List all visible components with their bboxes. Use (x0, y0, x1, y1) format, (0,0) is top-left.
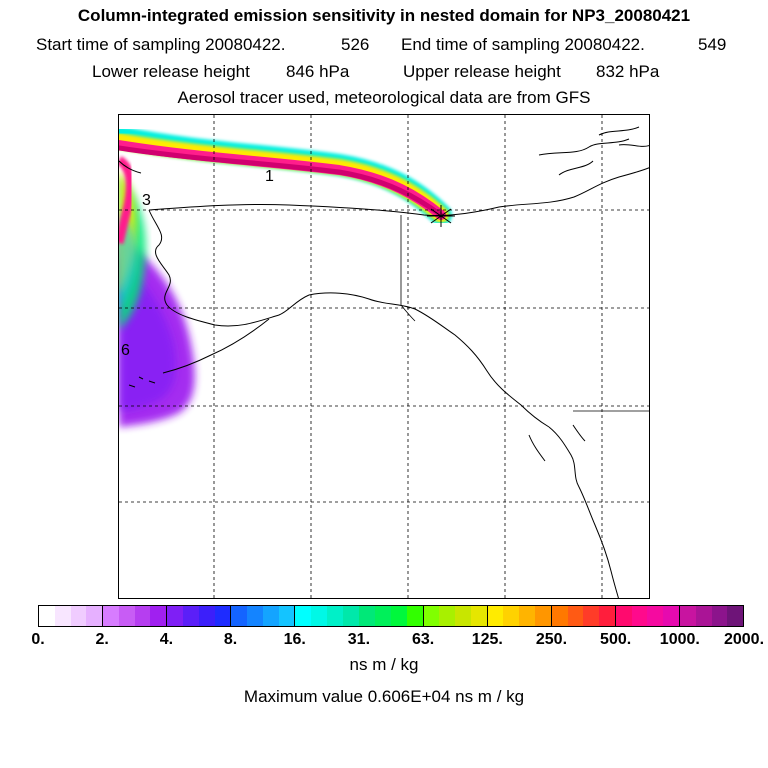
colorbar-cell (231, 606, 248, 626)
colorbar-cell (455, 606, 471, 626)
colorbar-cell (583, 606, 600, 626)
colorbar-tick-label: 2. (95, 631, 109, 648)
colorbar (38, 605, 744, 627)
maximum-value: Maximum value 0.606E+04 ns m / kg (0, 687, 768, 707)
lower-height-value: 846 hPa (286, 62, 350, 81)
colorbar-cell (262, 606, 279, 626)
colorbar-segment (551, 606, 616, 626)
colorbar-cell (551, 606, 568, 626)
colorbar-cell (150, 606, 167, 626)
colorbar-tick-label: 500. (600, 631, 632, 648)
colorbar-tick-label: 8. (223, 631, 238, 648)
colorbar-segment (359, 606, 424, 626)
colorbar-cell (631, 606, 648, 626)
colorbar-cell (311, 606, 327, 626)
colorbar-tick-label: 0. (31, 631, 45, 648)
colorbar-cell (295, 606, 312, 626)
upper-height-label: Upper release height (403, 62, 561, 81)
colorbar-cell (470, 606, 487, 626)
colorbar-segment (487, 606, 552, 626)
colorbar-segment (615, 606, 680, 626)
colorbar-segment (39, 606, 104, 626)
plume-band (119, 126, 452, 245)
end-time-value: 549 (698, 35, 727, 54)
colorbar-tick-label: 63. (411, 631, 435, 648)
plume-label-1: 1 (265, 168, 274, 185)
colorbar-cell (118, 606, 135, 626)
colorbar-cell (359, 606, 376, 626)
colorbar-cell (214, 606, 231, 626)
colorbar-tick-label: 16. (283, 631, 306, 648)
colorbar-cell (679, 606, 696, 626)
colorbar-cell (439, 606, 456, 626)
borders (400, 215, 649, 412)
start-time-label: Start time of sampling 20080422. (36, 35, 286, 54)
colorbar-cell (134, 606, 151, 626)
colorbar-cell (278, 606, 295, 626)
colorbar-segment (423, 606, 488, 626)
map-panel: 1 3 6 (118, 114, 650, 599)
colorbar-cell (103, 606, 119, 626)
colorbar-cell (406, 606, 423, 626)
release-marker (427, 205, 455, 227)
colorbar-segment (295, 606, 360, 626)
colorbar-cell (247, 606, 263, 626)
plume-label-6: 6 (121, 342, 130, 359)
plume-labels: 1 3 6 (121, 168, 274, 359)
maximum-value-number: 0.606E+04 ns m / kg (367, 687, 525, 706)
coastlines (119, 126, 649, 598)
colorbar-cell (487, 606, 504, 626)
plume-south (119, 170, 195, 427)
colorbar-cell (615, 606, 632, 626)
colorbar-cell (326, 606, 343, 626)
end-time-label: End time of sampling 20080422. (401, 35, 645, 54)
colorbar-tick-label: 4. (159, 631, 174, 648)
colorbar-tick-label: 125. (471, 631, 503, 648)
colorbar-cell (535, 606, 551, 626)
graticule (119, 115, 649, 598)
colorbar-cell (423, 606, 440, 626)
colorbar-tick-label: 31. (347, 631, 371, 648)
colorbar-cell (342, 606, 359, 626)
colorbar-cell (599, 606, 615, 626)
lower-height-label: Lower release height (92, 62, 250, 81)
colorbar-cell (70, 606, 87, 626)
colorbar-cell (647, 606, 664, 626)
colorbar-cell (727, 606, 744, 626)
colorbar-tick-label: 2000. (723, 631, 765, 648)
colorbar-cell (182, 606, 199, 626)
colorbar-cell (167, 606, 183, 626)
colorbar-cell (711, 606, 728, 626)
tracer-note: Aerosol tracer used, meteorological data… (177, 88, 591, 107)
plume-label-3: 3 (142, 192, 151, 209)
colorbar-tick-label: 1000. (659, 631, 700, 648)
colorbar-cell (663, 606, 679, 626)
colorbar-segment (231, 606, 296, 626)
colorbar-cell (39, 606, 55, 626)
colorbar-tick-label: 250. (535, 631, 568, 648)
colorbar-segment (103, 606, 168, 626)
map-title: Column-integrated emission sensitivity i… (77, 6, 691, 25)
start-time-value: 526 (341, 35, 370, 54)
colorbar-units: ns m / kg (349, 655, 419, 674)
upper-height-value: 832 hPa (596, 62, 660, 81)
colorbar-cell (567, 606, 584, 626)
colorbar-cell (86, 606, 103, 626)
colorbar-cell (695, 606, 712, 626)
colorbar-segment (679, 606, 744, 626)
maximum-value-label: Maximum value (243, 687, 363, 706)
colorbar-segment (167, 606, 232, 626)
colorbar-cell (391, 606, 407, 626)
colorbar-cell (198, 606, 215, 626)
colorbar-cell (503, 606, 520, 626)
colorbar-cell (519, 606, 535, 626)
map-canvas: 1 3 6 (119, 115, 649, 598)
colorbar-cell (54, 606, 71, 626)
colorbar-cell (375, 606, 392, 626)
